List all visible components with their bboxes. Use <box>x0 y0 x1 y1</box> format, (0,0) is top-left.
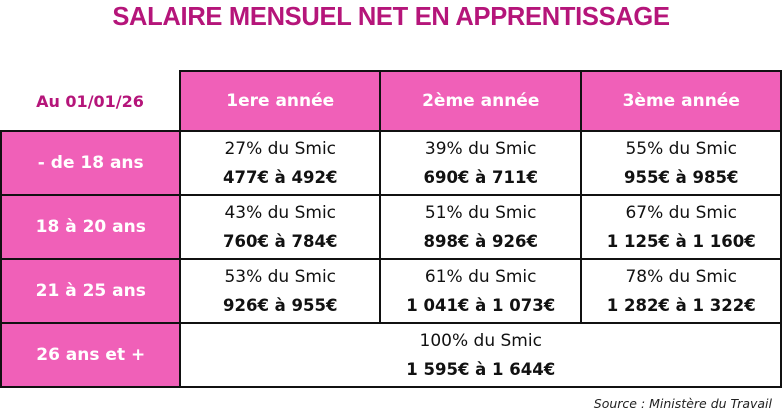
rate-cell: 67% du Smic 1 125€ à 1 160€ <box>580 194 782 260</box>
smic-percent: 27% du Smic <box>224 138 337 159</box>
salary-range: 955€ à 985€ <box>624 167 739 187</box>
corner-cell <box>1 71 180 131</box>
smic-percent: 39% du Smic <box>424 138 537 159</box>
year-header-2: 2ème année <box>378 70 583 132</box>
year-header-3: 3ème année <box>580 70 782 132</box>
rate-cell: 61% du Smic 1 041€ à 1 073€ <box>378 258 583 324</box>
salary-range: 926€ à 955€ <box>223 295 338 315</box>
table-row: - de 18 ans 27% du Smic 477€ à 492€ 39% d… <box>0 130 782 196</box>
rate-cell: 27% du Smic 477€ à 492€ <box>179 130 381 196</box>
salary-range: 1 595€ à 1 644€ <box>406 359 556 379</box>
salary-range: 1 125€ à 1 160€ <box>606 231 756 251</box>
rate-cell: 78% du Smic 1 282€ à 1 322€ <box>580 258 782 324</box>
rate-cell: 53% du Smic 926€ à 955€ <box>179 258 381 324</box>
salary-range: 898€ à 926€ <box>423 231 538 251</box>
salary-range: 1 282€ à 1 322€ <box>606 295 756 315</box>
header-row: 1ere année 2ème année 3ème année <box>1 70 782 132</box>
age-label: 26 ans et + <box>0 322 182 388</box>
rate-cell: 55% du Smic 955€ à 985€ <box>580 130 782 196</box>
smic-percent: 67% du Smic <box>625 202 738 223</box>
rate-cell: 39% du Smic 690€ à 711€ <box>378 130 583 196</box>
salary-range: 690€ à 711€ <box>423 167 538 187</box>
smic-percent: 78% du Smic <box>625 266 738 287</box>
age-label: - de 18 ans <box>0 130 182 196</box>
smic-percent: 61% du Smic <box>424 266 537 287</box>
rate-cell: 51% du Smic 898€ à 926€ <box>378 194 583 260</box>
smic-percent: 100% du Smic <box>419 330 542 351</box>
rate-cell-merged: 100% du Smic 1 595€ à 1 644€ <box>179 322 782 388</box>
salary-range: 760€ à 784€ <box>223 231 338 251</box>
date-label: Au 01/01/26 <box>36 91 144 111</box>
year-header-1: 1ere année <box>179 70 381 132</box>
salary-range: 477€ à 492€ <box>223 167 338 187</box>
table-row: 26 ans et + 100% du Smic 1 595€ à 1 644€ <box>0 322 782 388</box>
smic-percent: 55% du Smic <box>625 138 738 159</box>
smic-percent: 51% du Smic <box>424 202 537 223</box>
table-row: 21 à 25 ans 53% du Smic 926€ à 955€ 61% d… <box>0 258 782 324</box>
page-title: SALAIRE MENSUEL NET EN APPRENTISSAGE <box>112 3 670 31</box>
source-note: Source : Ministère du Travail <box>593 396 772 411</box>
salary-range: 1 041€ à 1 073€ <box>406 295 556 315</box>
salary-table: 1ere année 2ème année 3ème année - de 18… <box>0 70 782 388</box>
age-label: 21 à 25 ans <box>0 258 182 324</box>
rate-cell: 43% du Smic 760€ à 784€ <box>179 194 381 260</box>
smic-percent: 43% du Smic <box>224 202 337 223</box>
age-label: 18 à 20 ans <box>0 194 182 260</box>
table-row: 18 à 20 ans 43% du Smic 760€ à 784€ 51% d… <box>0 194 782 260</box>
smic-percent: 53% du Smic <box>224 266 337 287</box>
